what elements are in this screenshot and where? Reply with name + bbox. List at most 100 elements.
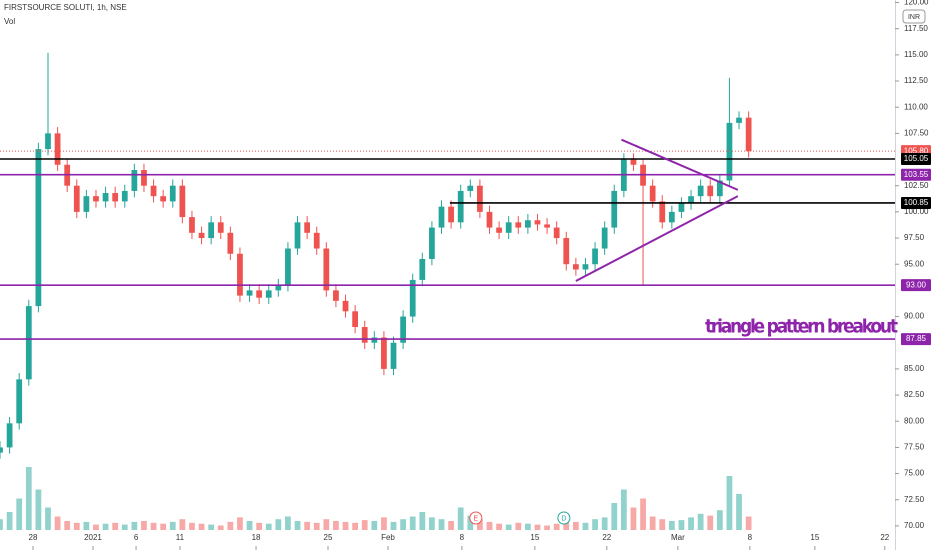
volume-bar: [467, 515, 474, 530]
y-tick-label: 80.00: [904, 416, 925, 425]
candle-body: [419, 258, 426, 280]
candle-body: [150, 185, 157, 197]
candle-body: [313, 232, 320, 249]
candle-body: [716, 180, 723, 197]
trendline: [575, 195, 739, 282]
y-tick-label: 112.50: [904, 76, 928, 85]
candle-body: [361, 327, 368, 343]
volume-bar: [342, 521, 349, 530]
candle-body: [697, 185, 704, 197]
volume-bar: [419, 512, 426, 530]
currency-box: [902, 9, 926, 24]
volume-bar: [563, 521, 570, 530]
candle-body: [208, 222, 215, 239]
candle-body: [246, 290, 253, 296]
y-tick-label: 102.50: [904, 181, 929, 190]
candle-body: [323, 248, 330, 291]
volume-bar: [716, 510, 723, 530]
candle-body: [198, 232, 205, 239]
volume-bar: [112, 522, 119, 530]
candle-body: [438, 206, 445, 228]
candle-body: [601, 227, 608, 249]
candle-body: [409, 279, 416, 317]
candle-body: [678, 203, 685, 212]
volume-bar: [544, 525, 550, 530]
candle-body: [217, 222, 224, 233]
volume-bar: [726, 476, 733, 530]
volume-bar: [457, 507, 464, 530]
volume-bar: [189, 522, 195, 530]
candle-body: [400, 316, 406, 343]
candle-body: [227, 232, 234, 254]
volume-bar: [285, 516, 291, 530]
volume-bar: [572, 521, 579, 530]
volume-bar: [611, 503, 618, 530]
volume-bar: [371, 521, 378, 530]
candle-body: [429, 227, 435, 259]
candle-body: [160, 196, 167, 202]
x-tick-label: 28: [29, 533, 38, 542]
x-tick-label: 2021: [84, 533, 102, 542]
candle-body: [611, 190, 618, 228]
y-tick-label: 97.50: [904, 233, 925, 242]
candle-body: [16, 379, 23, 424]
volume-bar: [390, 521, 397, 530]
y-tick-label: 77.50: [904, 443, 925, 452]
x-tick-label: 25: [324, 533, 333, 542]
volume-bar: [659, 519, 666, 530]
volume-bar: [256, 522, 263, 530]
candle-body: [477, 185, 483, 212]
volume-bar: [246, 521, 253, 530]
volume-bar: [102, 523, 109, 530]
volume-bar: [400, 519, 406, 530]
level-label: 93.00: [906, 280, 927, 289]
candle-body: [131, 170, 138, 191]
candle-body: [736, 117, 742, 123]
level-label-box: [901, 153, 931, 166]
candle-body: [342, 300, 349, 312]
x-tick-label: 11: [176, 533, 185, 542]
volume-bar: [275, 519, 282, 530]
x-tick-label: 8: [460, 533, 465, 542]
event-icon: [557, 511, 571, 525]
volume-bar: [45, 507, 51, 530]
volume-bar: [640, 498, 646, 530]
y-tick-label: 72.50: [904, 495, 925, 504]
candle-body: [35, 149, 42, 307]
chart-title: FIRSTSOURCE SOLUTI, 1h, NSE: [4, 3, 127, 12]
x-tick-label: 22: [880, 533, 889, 542]
volume-bar: [217, 525, 224, 530]
x-tick-label: 22: [602, 533, 611, 542]
volume-bar: [0, 519, 3, 530]
volume-bar: [381, 517, 387, 530]
level-label-box: [901, 279, 931, 292]
volume-bar: [25, 467, 32, 530]
candle-body: [371, 337, 378, 343]
annotation: triangle pattern breakout: [705, 316, 898, 338]
volume-bar: [745, 516, 752, 530]
level-label-box: [901, 333, 931, 346]
candle-body: [141, 170, 147, 186]
candle-body: [668, 211, 675, 223]
candle-body: [659, 201, 666, 223]
y-tick-label: 75.00: [904, 469, 925, 478]
volume-bar: [265, 523, 272, 530]
event-label: D: [561, 515, 566, 522]
volume-bar: [361, 520, 368, 530]
candle-body: [553, 227, 560, 239]
volume-bar: [160, 523, 167, 530]
volume-bar: [736, 494, 742, 530]
candle-body: [45, 133, 51, 150]
y-tick-label: 82.50: [904, 390, 925, 399]
volume-bar: [227, 521, 234, 530]
volume-bar: [534, 524, 541, 530]
candle-body: [544, 224, 550, 228]
level-label: 103.55: [904, 170, 929, 179]
candle-body: [534, 220, 541, 225]
candle-body: [515, 222, 522, 228]
volume-bar: [323, 519, 330, 530]
volume-bar: [64, 521, 71, 530]
x-tick-label: 8: [748, 533, 753, 542]
volume-bar: [525, 523, 531, 530]
y-tick-label: 120.00: [904, 0, 929, 7]
